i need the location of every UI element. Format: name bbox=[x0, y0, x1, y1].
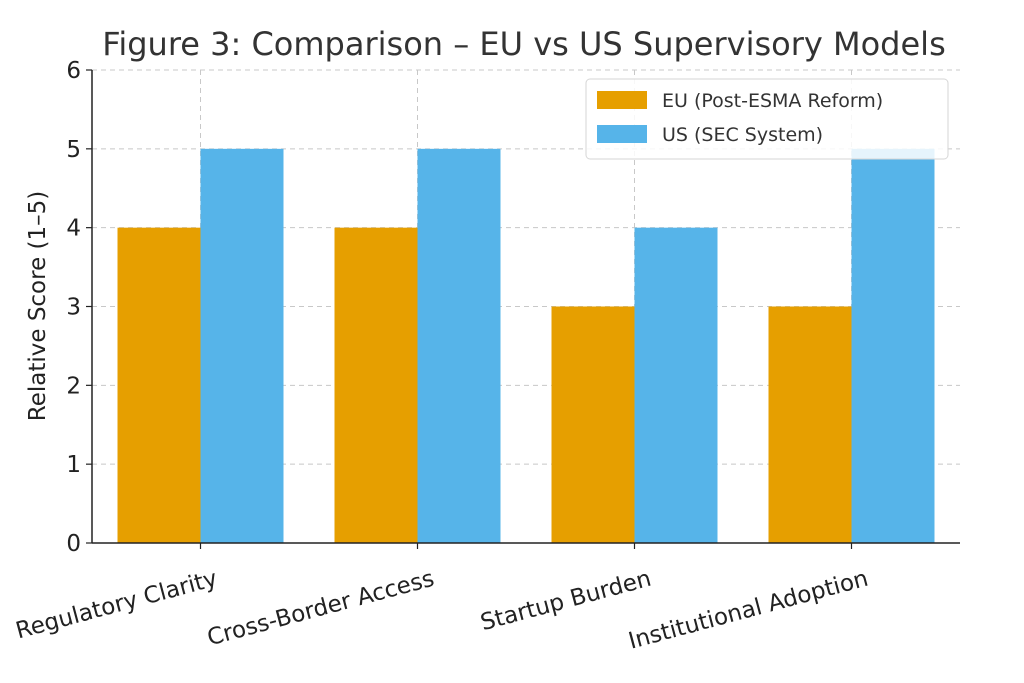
x-tick-label: Startup Burden bbox=[478, 566, 654, 637]
bar-eu-2 bbox=[552, 307, 635, 544]
y-tick-label: 6 bbox=[66, 58, 81, 84]
bars bbox=[118, 149, 935, 543]
y-tick-label: 2 bbox=[66, 373, 81, 399]
y-tick-label: 1 bbox=[66, 452, 81, 478]
legend-label: US (SEC System) bbox=[662, 124, 823, 146]
y-tick-label: 0 bbox=[66, 531, 81, 557]
bar-eu-1 bbox=[335, 228, 418, 543]
bar-us-3 bbox=[852, 149, 935, 543]
y-tick-label: 3 bbox=[66, 295, 81, 321]
x-tick-label: Regulatory Clarity bbox=[13, 566, 220, 645]
y-tick-label: 5 bbox=[66, 137, 81, 163]
legend-swatch bbox=[597, 91, 647, 109]
bar-chart: Figure 3: Comparison – EU vs US Supervis… bbox=[0, 0, 1024, 683]
y-tick-label: 4 bbox=[66, 216, 81, 242]
legend: EU (Post-ESMA Reform) US (SEC System) bbox=[586, 79, 948, 159]
y-axis-label: Relative Score (1–5) bbox=[25, 191, 51, 422]
bar-eu-3 bbox=[769, 307, 852, 544]
bar-eu-0 bbox=[118, 228, 201, 543]
legend-swatch bbox=[597, 125, 647, 143]
x-tick-label: Cross-Border Access bbox=[205, 566, 437, 652]
bar-us-2 bbox=[635, 228, 718, 543]
chart-title: Figure 3: Comparison – EU vs US Supervis… bbox=[102, 25, 945, 63]
bar-us-0 bbox=[201, 149, 284, 543]
x-tick-label: Institutional Adoption bbox=[626, 566, 871, 655]
y-ticks: 0 1 2 3 4 5 6 bbox=[66, 58, 92, 557]
bar-us-1 bbox=[418, 149, 501, 543]
legend-label: EU (Post-ESMA Reform) bbox=[662, 90, 883, 112]
